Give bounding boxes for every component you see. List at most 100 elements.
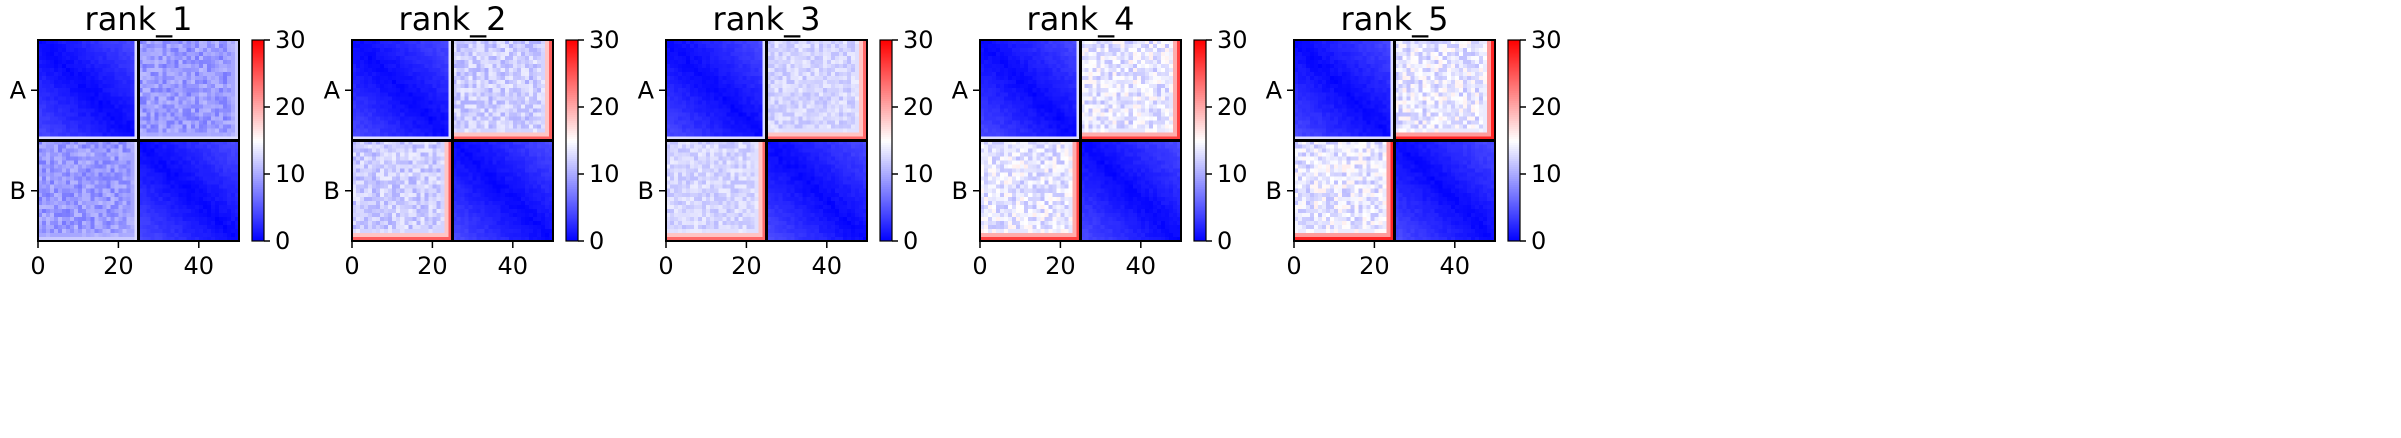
heatmap-cell: [50, 56, 55, 61]
heatmap-cell: [488, 56, 494, 61]
heatmap-cell: [122, 188, 127, 194]
heatmap-cell: [416, 60, 421, 65]
heatmap-cell: [58, 44, 63, 49]
heatmap-cell: [488, 68, 494, 73]
heatmap-cell: [528, 40, 534, 45]
heatmap-cell: [50, 40, 55, 45]
heatmap-cell: [230, 112, 236, 117]
heatmap-cell: [202, 68, 208, 73]
heatmap-cell: [428, 48, 433, 53]
heatmap-cell: [384, 128, 389, 133]
heatmap-cell: [532, 68, 538, 73]
heatmap-cell: [492, 80, 498, 85]
heatmap-cell: [46, 168, 51, 174]
heatmap-cell: [130, 172, 135, 178]
heatmap-cell: [70, 100, 75, 105]
heatmap-cell: [360, 136, 365, 141]
heatmap-cell: [90, 232, 95, 238]
heatmap-cell: [516, 204, 522, 210]
heatmap-cell: [456, 68, 461, 73]
heatmap-cell: [194, 160, 200, 166]
heatmap-cell: [86, 88, 91, 93]
heatmap-cell: [194, 88, 200, 93]
heatmap-cell: [146, 148, 151, 153]
heatmap-cell: [162, 120, 168, 125]
heatmap-cell: [412, 84, 417, 89]
heatmap-cell: [70, 76, 75, 81]
heatmap-cell: [94, 92, 99, 97]
heatmap-cell: [58, 140, 63, 145]
heatmap-cell: [58, 52, 63, 57]
heatmap-cell: [94, 112, 99, 117]
heatmap-cell: [376, 60, 381, 65]
heatmap-cell: [472, 60, 478, 65]
heatmap-cell: [456, 104, 461, 109]
heatmap-cell: [488, 96, 494, 101]
heatmap-cell: [194, 208, 200, 214]
heatmap-cell: [166, 168, 172, 174]
heatmap-cell: [356, 48, 361, 53]
heatmap-cell: [226, 60, 232, 65]
heatmap-cell: [122, 208, 127, 214]
heatmap-cell: [54, 236, 59, 242]
heatmap-cell: [464, 220, 469, 226]
heatmap-cell: [154, 96, 159, 101]
heatmap-cell: [126, 232, 131, 238]
heatmap-cell: [360, 52, 365, 57]
heatmap-cell: [532, 188, 538, 194]
heatmap-cell: [74, 52, 79, 57]
heatmap-cell: [544, 116, 550, 121]
heatmap-cell: [540, 104, 546, 109]
heatmap-cell: [396, 140, 401, 145]
heatmap-cell: [520, 220, 526, 226]
heatmap-cell: [488, 80, 494, 85]
heatmap-cell: [368, 164, 373, 170]
heatmap-cell: [102, 44, 107, 49]
heatmap-cell: [544, 160, 550, 166]
heatmap-cell: [536, 68, 542, 73]
heatmap-cell: [98, 116, 103, 121]
heatmap-cell: [432, 72, 437, 77]
heatmap-cell: [548, 88, 554, 93]
heatmap-cell: [508, 92, 514, 97]
heatmap-cell: [452, 56, 457, 61]
heatmap-cell: [170, 60, 176, 65]
colorbar-step: [252, 108, 264, 111]
heatmap-cell: [178, 76, 184, 81]
heatmap-cell: [508, 76, 514, 81]
heatmap-cell: [154, 192, 159, 198]
heatmap-cell: [396, 168, 401, 174]
heatmap-cell: [528, 156, 534, 161]
heatmap-cell: [492, 172, 498, 178]
heatmap-cell: [82, 236, 87, 242]
heatmap-cell: [448, 196, 453, 202]
heatmap-cell: [548, 124, 554, 129]
heatmap-cell: [436, 72, 441, 77]
heatmap-cell: [154, 200, 159, 206]
heatmap-cell: [202, 228, 208, 234]
heatmap-cell: [94, 184, 99, 190]
heatmap-cell: [428, 160, 433, 166]
heatmap-cell: [408, 140, 413, 145]
heatmap-cell: [102, 92, 107, 97]
heatmap-cell: [174, 152, 180, 157]
heatmap-cell: [448, 164, 453, 170]
heatmap-cell: [114, 140, 119, 145]
heatmap-cell: [206, 120, 212, 125]
heatmap-cell: [540, 96, 546, 101]
heatmap-cell: [372, 224, 377, 230]
heatmap-cell: [360, 196, 365, 202]
heatmap-cell: [548, 168, 554, 174]
heatmap-cell: [194, 104, 200, 109]
heatmap-cell: [536, 108, 542, 113]
heatmap-cell: [464, 188, 469, 194]
heatmap-cell: [400, 100, 405, 105]
heatmap-cell: [54, 92, 59, 97]
heatmap-cell: [226, 168, 232, 174]
heatmap-cell: [218, 192, 224, 198]
heatmap-cell: [516, 208, 522, 214]
heatmap-cell: [548, 144, 554, 149]
heatmap-cell: [166, 52, 172, 57]
heatmap-cell: [432, 108, 437, 113]
heatmap-cell: [130, 208, 135, 214]
